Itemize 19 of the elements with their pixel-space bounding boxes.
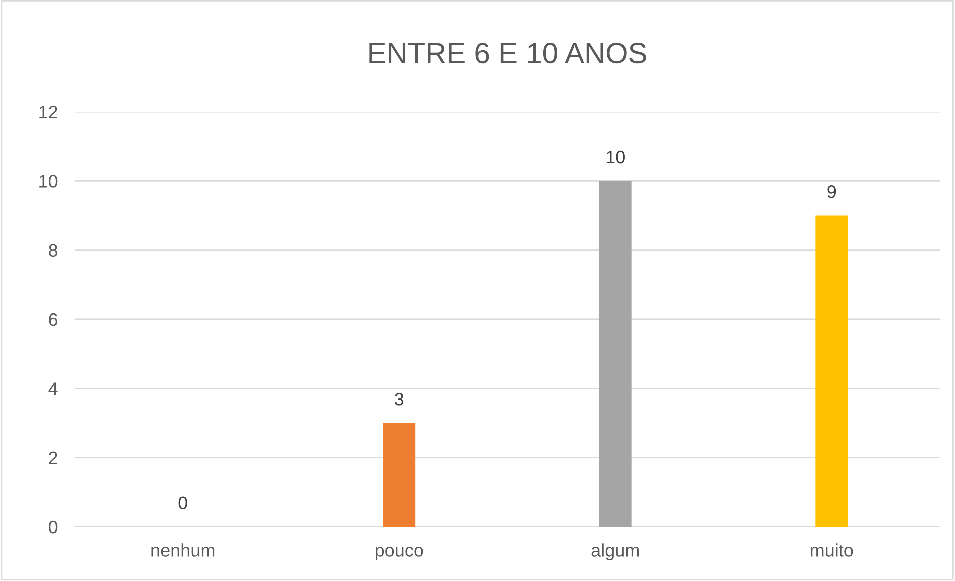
x-tick-label: nenhum [152,544,215,557]
x-tick-label: algum [592,544,640,560]
x-tick-label: muito [811,544,854,557]
bar [599,181,632,527]
data-label: 10 [606,150,625,164]
y-tick-label: 12 [40,106,58,119]
data-label: 3 [395,393,404,406]
x-tick-label: pouco [376,547,424,560]
bar [383,423,416,527]
bar [816,216,848,527]
y-tick-label: 2 [49,452,58,464]
y-tick-label: 6 [49,313,58,326]
data-label: 9 [828,186,836,198]
y-tick-label: 4 [48,382,58,396]
y-tick-label: 10 [40,175,58,188]
data-label: 0 [178,496,188,510]
chart-title: ENTRE 6 E 10 ANOS [370,43,646,64]
y-tick-label: 8 [49,244,58,258]
y-tick-label: 0 [49,520,58,534]
